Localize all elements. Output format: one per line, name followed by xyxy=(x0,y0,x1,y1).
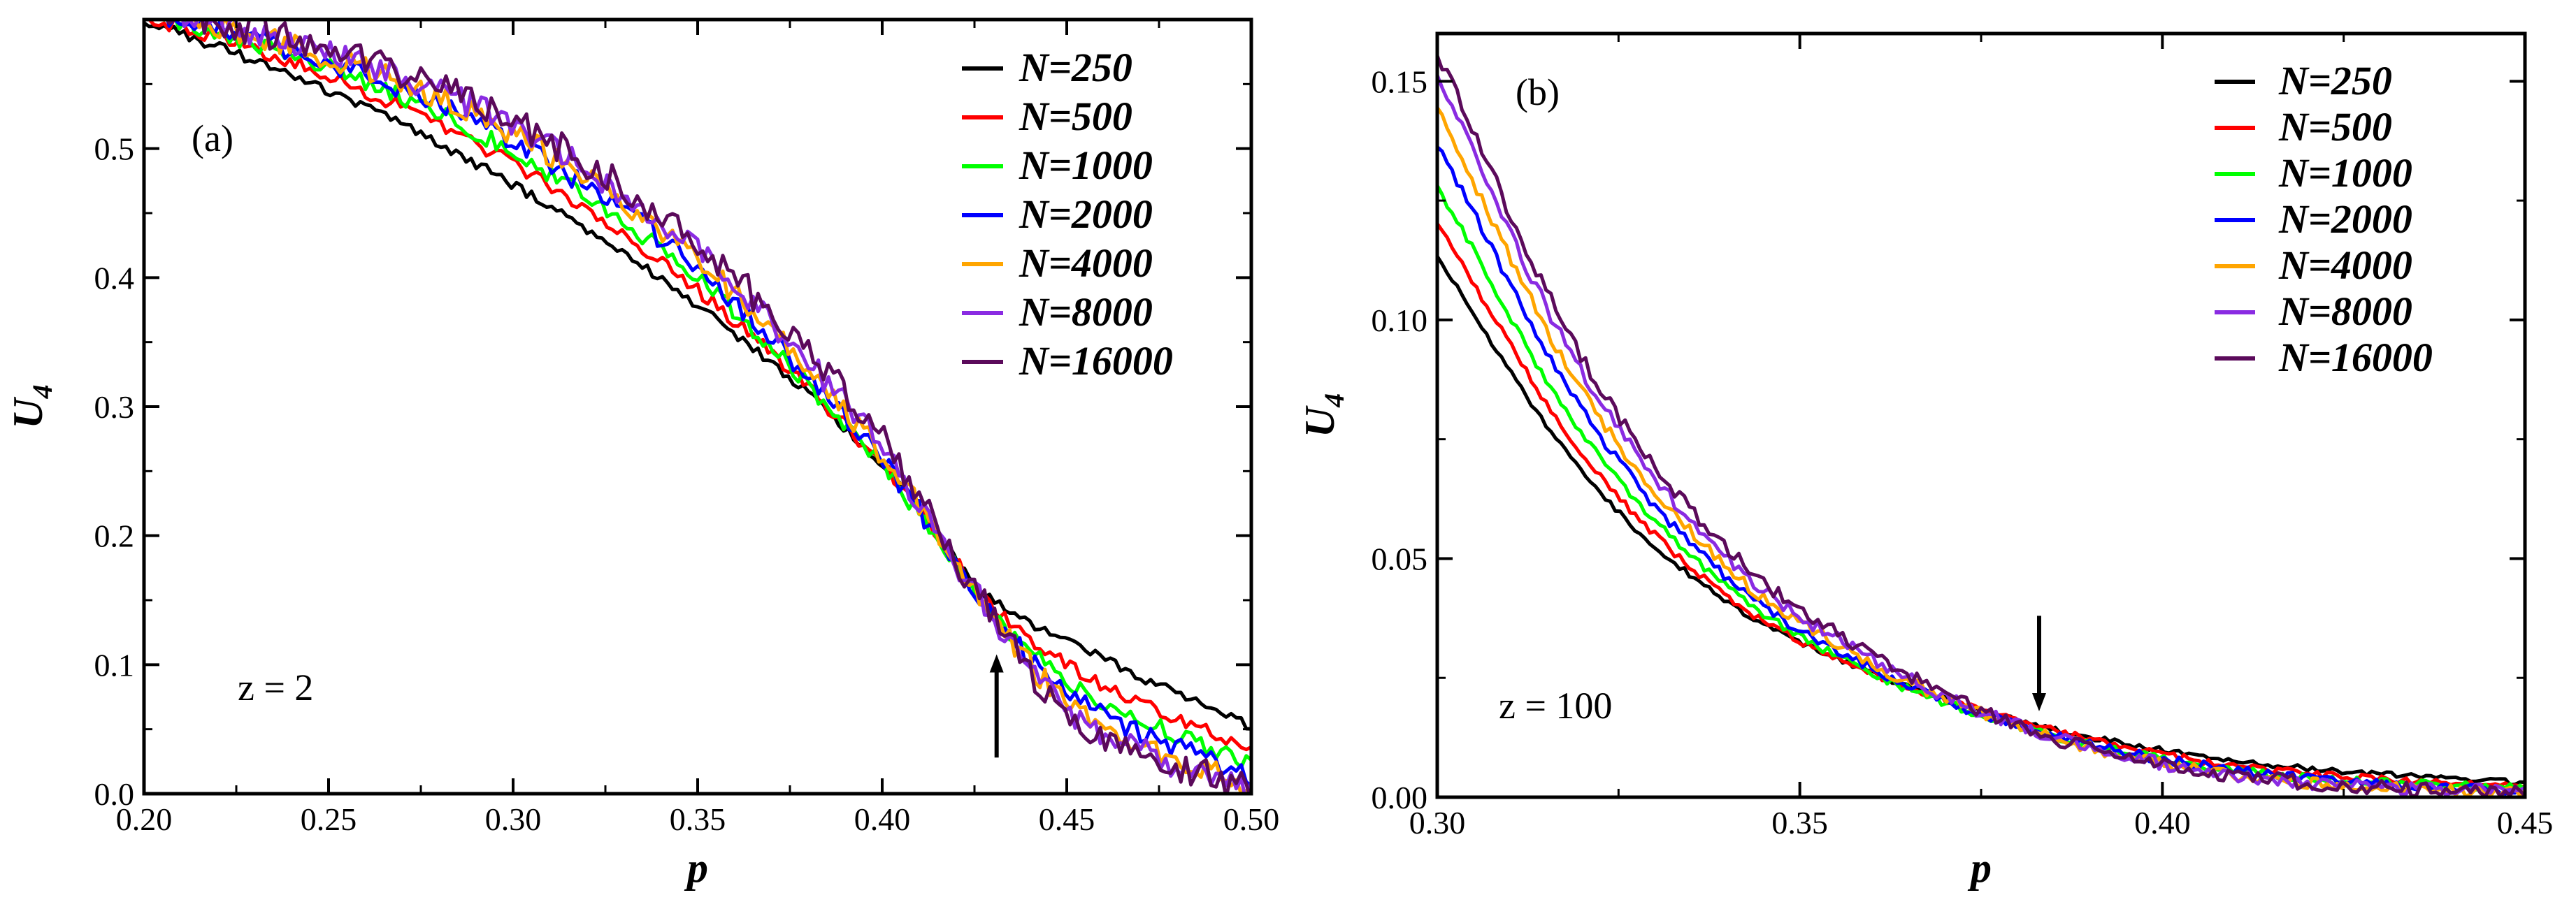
x-tick-label: 0.40 xyxy=(2134,805,2191,841)
series-group xyxy=(1437,54,2525,797)
x-tick-label: 0.35 xyxy=(1771,805,1828,841)
y-tick-label: 0.2 xyxy=(94,518,135,554)
y-tick-label: 0.15 xyxy=(1372,64,1428,99)
x-tick-label: 0.45 xyxy=(2497,805,2554,841)
series-line-n-2000 xyxy=(166,20,1251,787)
x-tick-label: 0.30 xyxy=(1409,805,1466,841)
series-group xyxy=(144,20,1251,794)
panel-a: 0.20 0.25 0.30 0.35 0.40 0.45 0.50 0.0 0.1 0.2 0.3… xyxy=(5,17,1280,891)
legend-label: N=8000 xyxy=(2278,289,2412,334)
legend-label: N=1000 xyxy=(2278,150,2412,196)
panel-label: (b) xyxy=(1516,71,1560,113)
y-axis-title: U4 xyxy=(1297,393,1350,437)
legend-label: N=16000 xyxy=(2278,335,2433,380)
y-tick-label: 0.1 xyxy=(94,647,135,683)
y-axis-title-symbol: U xyxy=(5,397,51,429)
arrow-head xyxy=(989,654,1004,673)
series-line-n-4000 xyxy=(161,20,1251,794)
legend-label: N=2000 xyxy=(2278,196,2412,242)
y-tick-label: 0.3 xyxy=(94,389,135,425)
legend-label: N=500 xyxy=(2278,104,2392,150)
x-tick-label: 0.45 xyxy=(1039,801,1095,837)
legend-label: N=8000 xyxy=(1019,289,1153,335)
legend-label: N=4000 xyxy=(2278,242,2412,288)
x-tick-label: 0.30 xyxy=(485,801,542,837)
y-tick-label: 0.4 xyxy=(94,260,135,296)
panel-label: (a) xyxy=(192,117,233,159)
legend-label: N=1000 xyxy=(1019,143,1153,188)
y-tick-label: 0.10 xyxy=(1372,303,1428,338)
y-axis-title-subscript: 4 xyxy=(1318,393,1350,408)
legend-label: N=4000 xyxy=(1019,240,1153,286)
x-tick-label: 0.40 xyxy=(854,801,911,837)
y-tick-label: 0.0 xyxy=(94,776,135,812)
x-axis-title: p xyxy=(1967,845,1992,891)
x-tick-label: 0.20 xyxy=(116,801,173,837)
y-tick-label: 0.00 xyxy=(1372,780,1428,815)
y-axis-title-subscript: 4 xyxy=(27,384,58,399)
y-axis-title-symbol: U xyxy=(1297,405,1343,437)
series-line-n-500 xyxy=(147,20,1251,752)
x-axis-title: p xyxy=(684,845,708,891)
panel-b: 0.30 0.35 0.40 0.45 0.00 0.05 0.10 0.15 p U4 (b) z … xyxy=(1297,31,2554,891)
z-annotation: z = 100 xyxy=(1499,685,1612,727)
x-tick-label: 0.25 xyxy=(301,801,357,837)
z-annotation: z = 2 xyxy=(238,667,313,708)
legend-label: N=500 xyxy=(1019,94,1132,139)
y-axis-title: U4 xyxy=(5,384,58,428)
series-line-n-16000 xyxy=(147,20,1251,794)
x-tick-label: 0.35 xyxy=(670,801,726,837)
legend-label: N=250 xyxy=(2278,58,2392,103)
y-tick-label: 0.05 xyxy=(1372,541,1428,576)
legend-label: N=2000 xyxy=(1019,191,1153,237)
arrow-head xyxy=(2031,693,2046,712)
y-tick-label: 0.5 xyxy=(94,131,135,167)
series-line-n-250 xyxy=(144,21,1251,731)
legend-label: N=250 xyxy=(1019,45,1132,90)
legend-label: N=16000 xyxy=(1019,338,1173,384)
series-line-n-16000 xyxy=(1437,54,2525,797)
x-tick-label: 0.50 xyxy=(1223,801,1280,837)
